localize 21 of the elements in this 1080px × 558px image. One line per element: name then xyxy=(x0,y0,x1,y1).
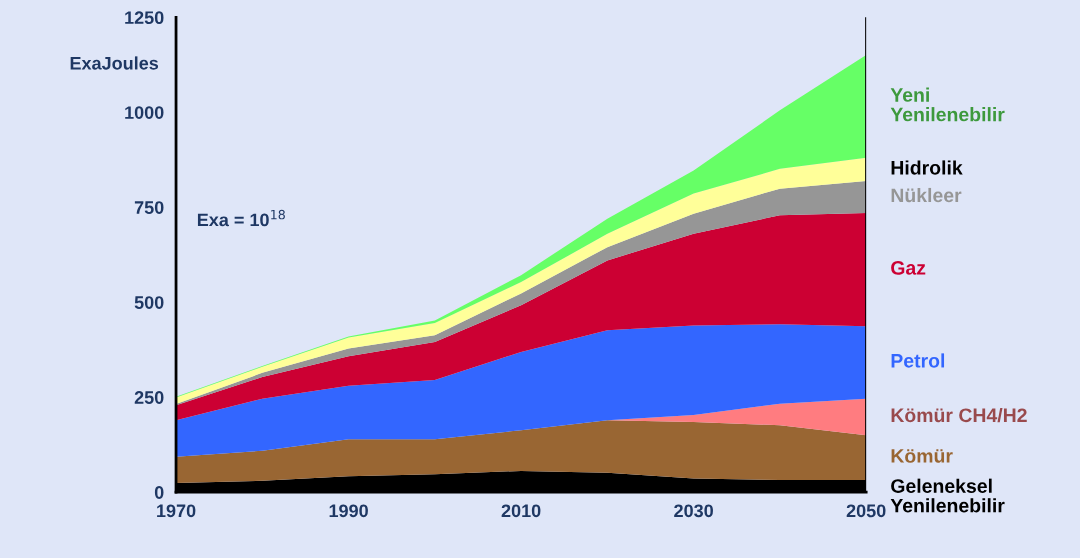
x-tick-label: 2010 xyxy=(501,504,541,518)
series-label: Kömür CH4/H2 xyxy=(891,407,1027,423)
series-label: Geleneksel Yenilenebilir xyxy=(890,478,1005,513)
annotation: Exa = 10$^{18}$ xyxy=(197,209,285,227)
series-label: Petrol xyxy=(891,353,945,368)
y-tick-label: 1000 xyxy=(125,106,164,119)
x-tick-label: 1990 xyxy=(329,504,368,518)
y-tick-label: 0 xyxy=(154,486,164,499)
y-tick-label: 750 xyxy=(134,201,164,214)
x-tick-label: 1970 xyxy=(157,504,196,518)
series-label: Nükleer xyxy=(891,187,962,203)
y-tick-label: 500 xyxy=(134,296,164,309)
y-tick-label: 250 xyxy=(134,391,164,404)
y-axis-title: ExaJoules xyxy=(70,56,159,70)
x-tick-label: 2030 xyxy=(674,504,713,518)
series-label: Kömür xyxy=(891,449,953,463)
x-tick-label: 2050 xyxy=(846,504,886,518)
series-label: Yeni Yenilenebilir xyxy=(890,87,1005,122)
series-label: Gaz xyxy=(891,260,926,275)
series-label: Hidrolik xyxy=(891,160,963,175)
y-tick-label: 1250 xyxy=(125,11,164,25)
